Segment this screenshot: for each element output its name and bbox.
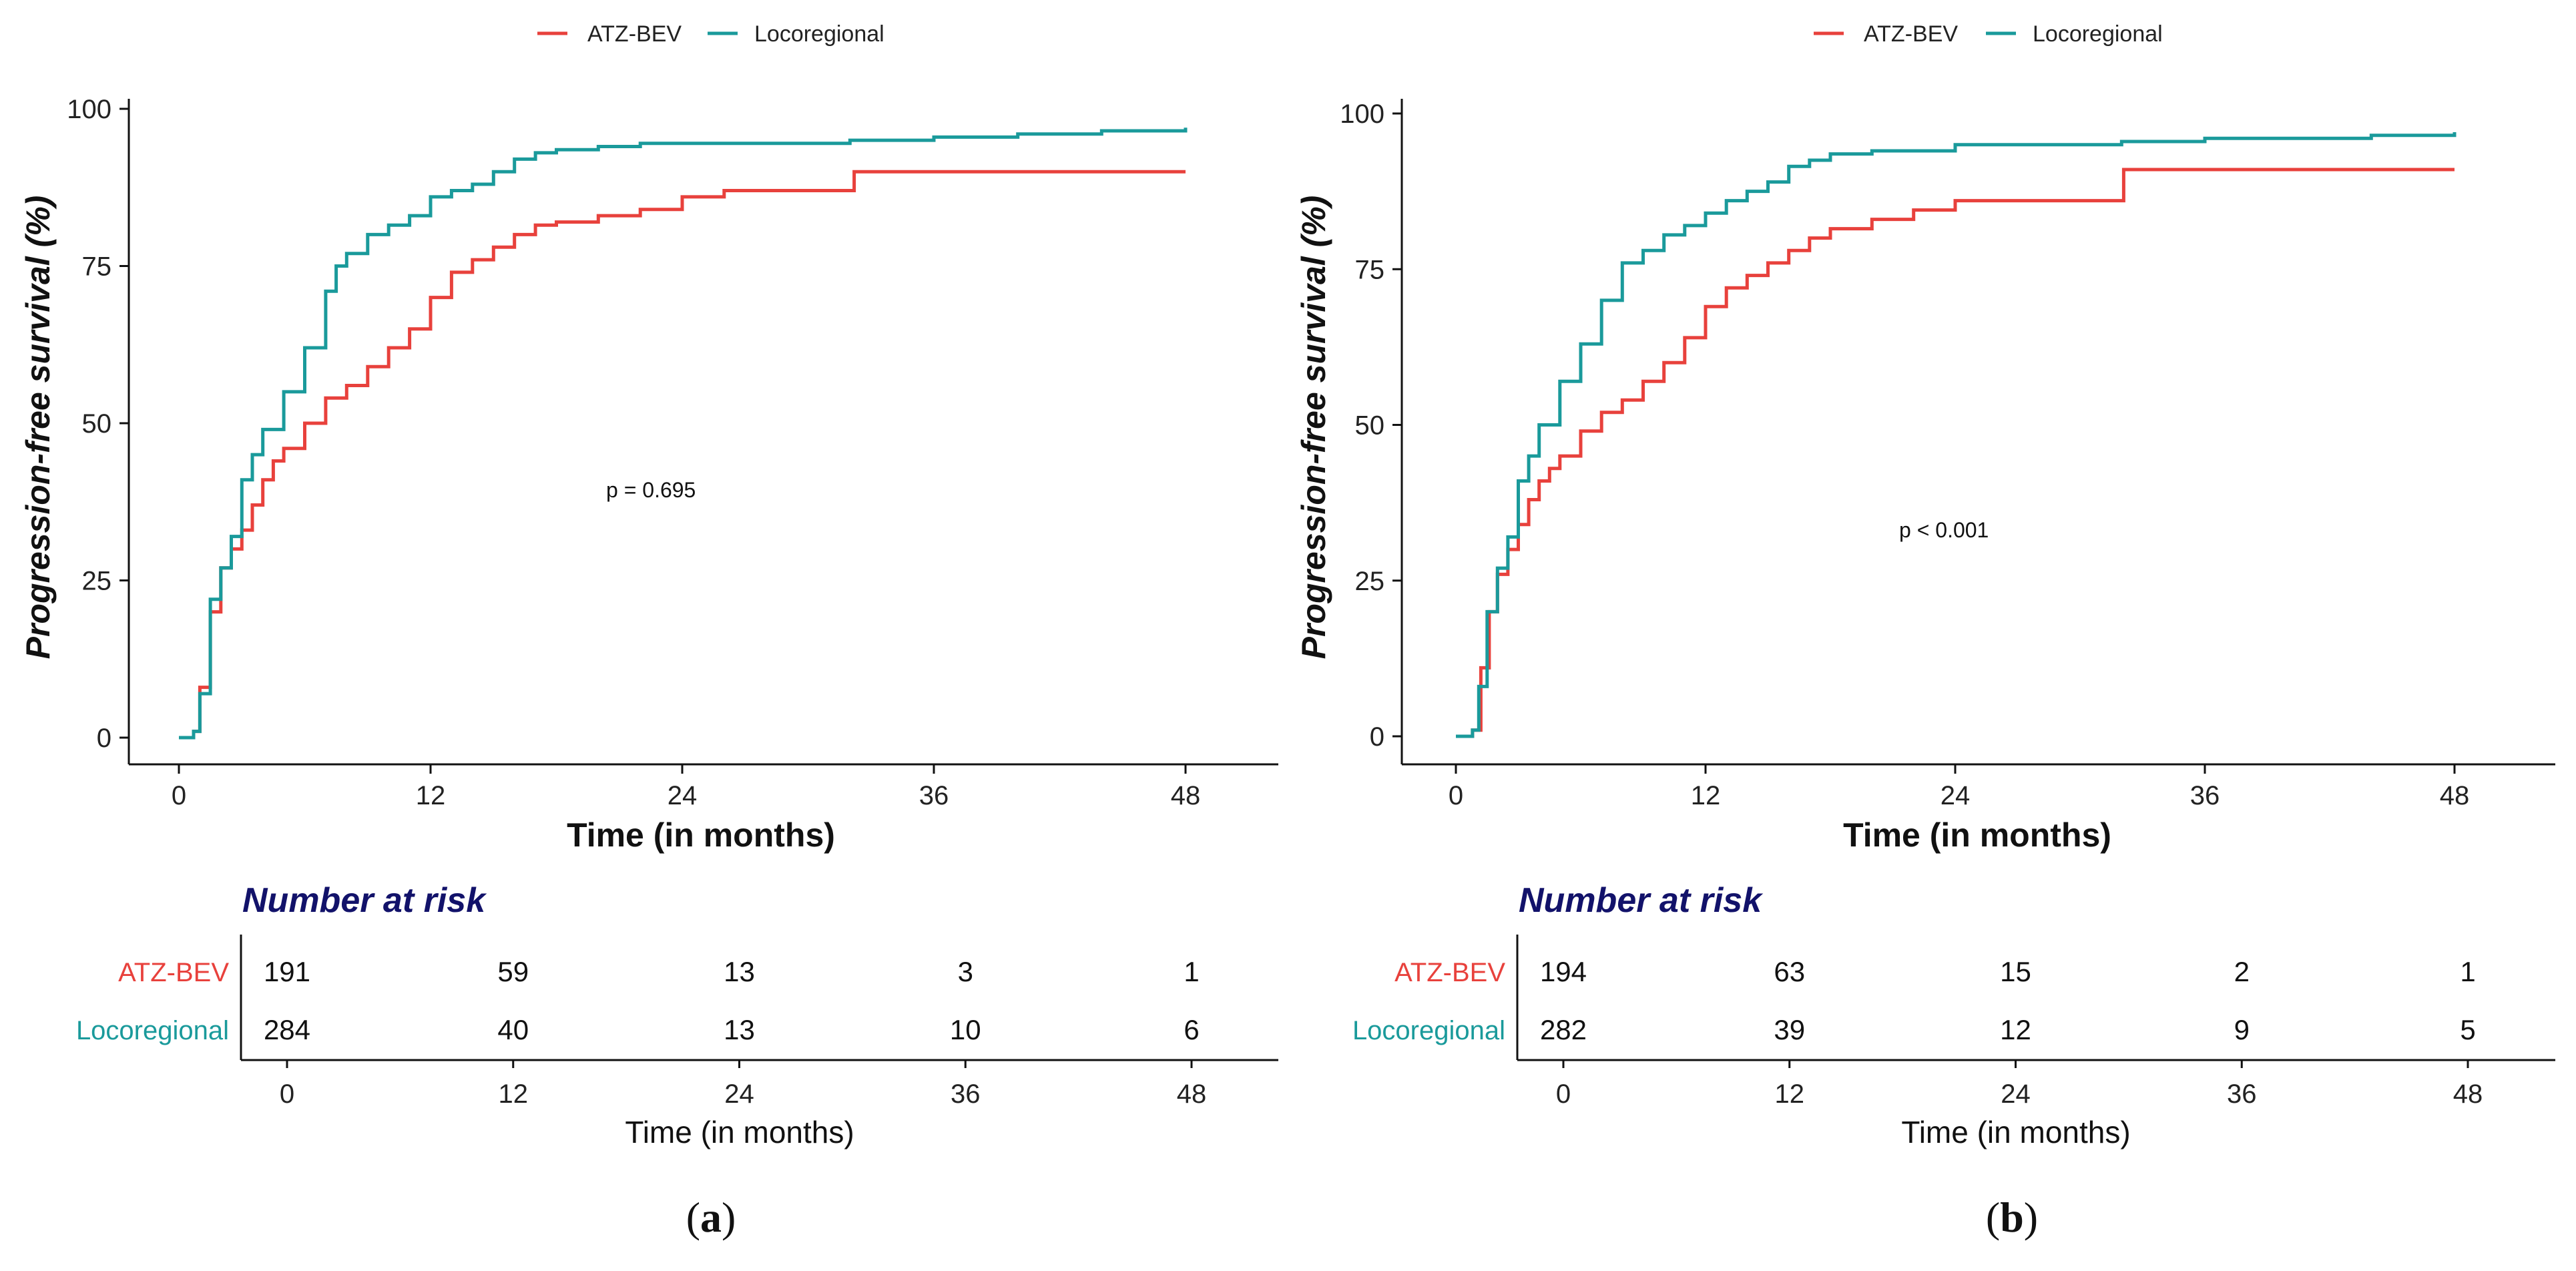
risk-cell: 40 <box>497 1014 529 1045</box>
y-tick-label: 100 <box>1340 99 1384 129</box>
risk-cell: 284 <box>264 1014 310 1045</box>
risk-cell: 1 <box>1184 956 1199 987</box>
x-ticks: 0 12 24 36 48 <box>172 764 1200 810</box>
legend-label-locoregional: Locoregional <box>754 21 884 47</box>
legend-label-atz-bev: ATZ-BEV <box>587 21 682 47</box>
risk-row-label-locoregional: Locoregional <box>1352 1016 1505 1045</box>
legend-label-locoregional: Locoregional <box>2033 21 2163 47</box>
p-value: p < 0.001 <box>1899 518 1989 542</box>
risk-row-label-atz-bev: ATZ-BEV <box>1394 958 1505 987</box>
p-value: p = 0.695 <box>606 478 696 502</box>
risk-cell: 10 <box>950 1014 981 1045</box>
risk-x-tick-label: 36 <box>951 1079 981 1109</box>
risk-x-tick-label: 0 <box>1556 1079 1571 1109</box>
risk-table-cells: 191 59 13 3 1 284 40 13 10 6 <box>264 956 1200 1045</box>
x-axis-title: Time (in months) <box>1843 816 2111 854</box>
y-axis-title: Progression-free survival (%) <box>19 196 57 660</box>
y-tick-label: 100 <box>67 95 111 124</box>
series-curve-locoregional <box>179 128 1188 740</box>
risk-x-tick-label: 12 <box>499 1079 529 1109</box>
y-tick-label: 75 <box>82 252 112 282</box>
risk-cell: 194 <box>1540 956 1587 987</box>
x-tick-label: 12 <box>416 781 446 810</box>
risk-cell: 59 <box>497 956 529 987</box>
x-tick-label: 48 <box>2440 781 2470 810</box>
risk-table-x-ticks: 0 12 24 36 48 <box>280 1060 1206 1109</box>
risk-table-x-title: Time (in months) <box>625 1115 854 1150</box>
x-tick-label: 36 <box>919 781 949 810</box>
risk-cell: 3 <box>958 956 973 987</box>
panel-letter-b: b <box>2000 1194 2024 1241</box>
legend: ATZ-BEV Locoregional <box>1814 21 2163 47</box>
panel-letter-a: a <box>700 1194 722 1241</box>
legend: ATZ-BEV Locoregional <box>537 21 884 47</box>
y-ticks: 0 25 50 75 100 <box>1340 99 1402 752</box>
risk-table-cells: 194 63 15 2 1 282 39 12 9 5 <box>1540 956 2476 1045</box>
x-tick-label: 0 <box>1449 781 1463 810</box>
risk-x-tick-label: 48 <box>2453 1079 2483 1109</box>
x-axis-title: Time (in months) <box>567 816 835 854</box>
curves <box>1456 132 2457 738</box>
risk-cell: 6 <box>1184 1014 1199 1045</box>
risk-x-tick-label: 24 <box>2001 1079 2031 1109</box>
x-tick-label: 36 <box>2190 781 2220 810</box>
risk-cell: 282 <box>1540 1014 1587 1045</box>
panel-label-b: (b) <box>1986 1194 2038 1241</box>
risk-cell: 13 <box>724 1014 755 1045</box>
y-tick-label: 25 <box>1355 567 1385 596</box>
risk-table-title: Number at risk <box>1519 881 1764 920</box>
series-curve-atz-bev <box>179 170 1186 740</box>
y-tick-label: 25 <box>82 567 112 596</box>
risk-row-label-locoregional: Locoregional <box>76 1016 229 1045</box>
x-tick-label: 12 <box>1691 781 1721 810</box>
risk-table-title: Number at risk <box>242 881 487 920</box>
y-axis-title: Progression-free survival (%) <box>1295 196 1332 660</box>
y-tick-label: 75 <box>1355 255 1385 284</box>
risk-x-tick-label: 48 <box>1177 1079 1207 1109</box>
risk-x-tick-label: 0 <box>280 1079 294 1109</box>
risk-cell: 12 <box>2000 1014 2031 1045</box>
risk-cell: 9 <box>2234 1014 2250 1045</box>
risk-table-x-ticks: 0 12 24 36 48 <box>1556 1060 2483 1109</box>
risk-row-label-atz-bev: ATZ-BEV <box>118 958 229 987</box>
risk-x-tick-label: 24 <box>724 1079 754 1109</box>
risk-cell: 191 <box>264 956 310 987</box>
risk-cell: 63 <box>1774 956 1805 987</box>
risk-cell: 39 <box>1774 1014 1805 1045</box>
y-tick-label: 50 <box>1355 411 1385 441</box>
risk-cell: 2 <box>2234 956 2250 987</box>
risk-x-tick-label: 12 <box>1775 1079 1805 1109</box>
y-tick-label: 0 <box>97 724 111 753</box>
risk-cell: 13 <box>724 956 755 987</box>
risk-cell: 15 <box>2000 956 2031 987</box>
y-tick-label: 0 <box>1370 722 1384 752</box>
y-ticks: 0 25 50 75 100 <box>67 95 129 753</box>
curves <box>179 128 1188 740</box>
risk-table-x-title: Time (in months) <box>1901 1115 2130 1150</box>
x-ticks: 0 12 24 36 48 <box>1449 764 2469 810</box>
x-tick-label: 48 <box>1171 781 1201 810</box>
x-tick-label: 24 <box>1941 781 1971 810</box>
risk-x-tick-label: 36 <box>2227 1079 2257 1109</box>
series-curve-atz-bev <box>1456 168 2455 738</box>
risk-cell: 5 <box>2460 1014 2475 1045</box>
y-tick-label: 50 <box>82 409 112 439</box>
legend-label-atz-bev: ATZ-BEV <box>1864 21 1958 47</box>
x-tick-label: 24 <box>668 781 698 810</box>
x-tick-label: 0 <box>172 781 186 810</box>
risk-cell: 1 <box>2460 956 2475 987</box>
series-curve-locoregional <box>1456 132 2457 738</box>
panel-label-a: (a) <box>686 1194 736 1241</box>
